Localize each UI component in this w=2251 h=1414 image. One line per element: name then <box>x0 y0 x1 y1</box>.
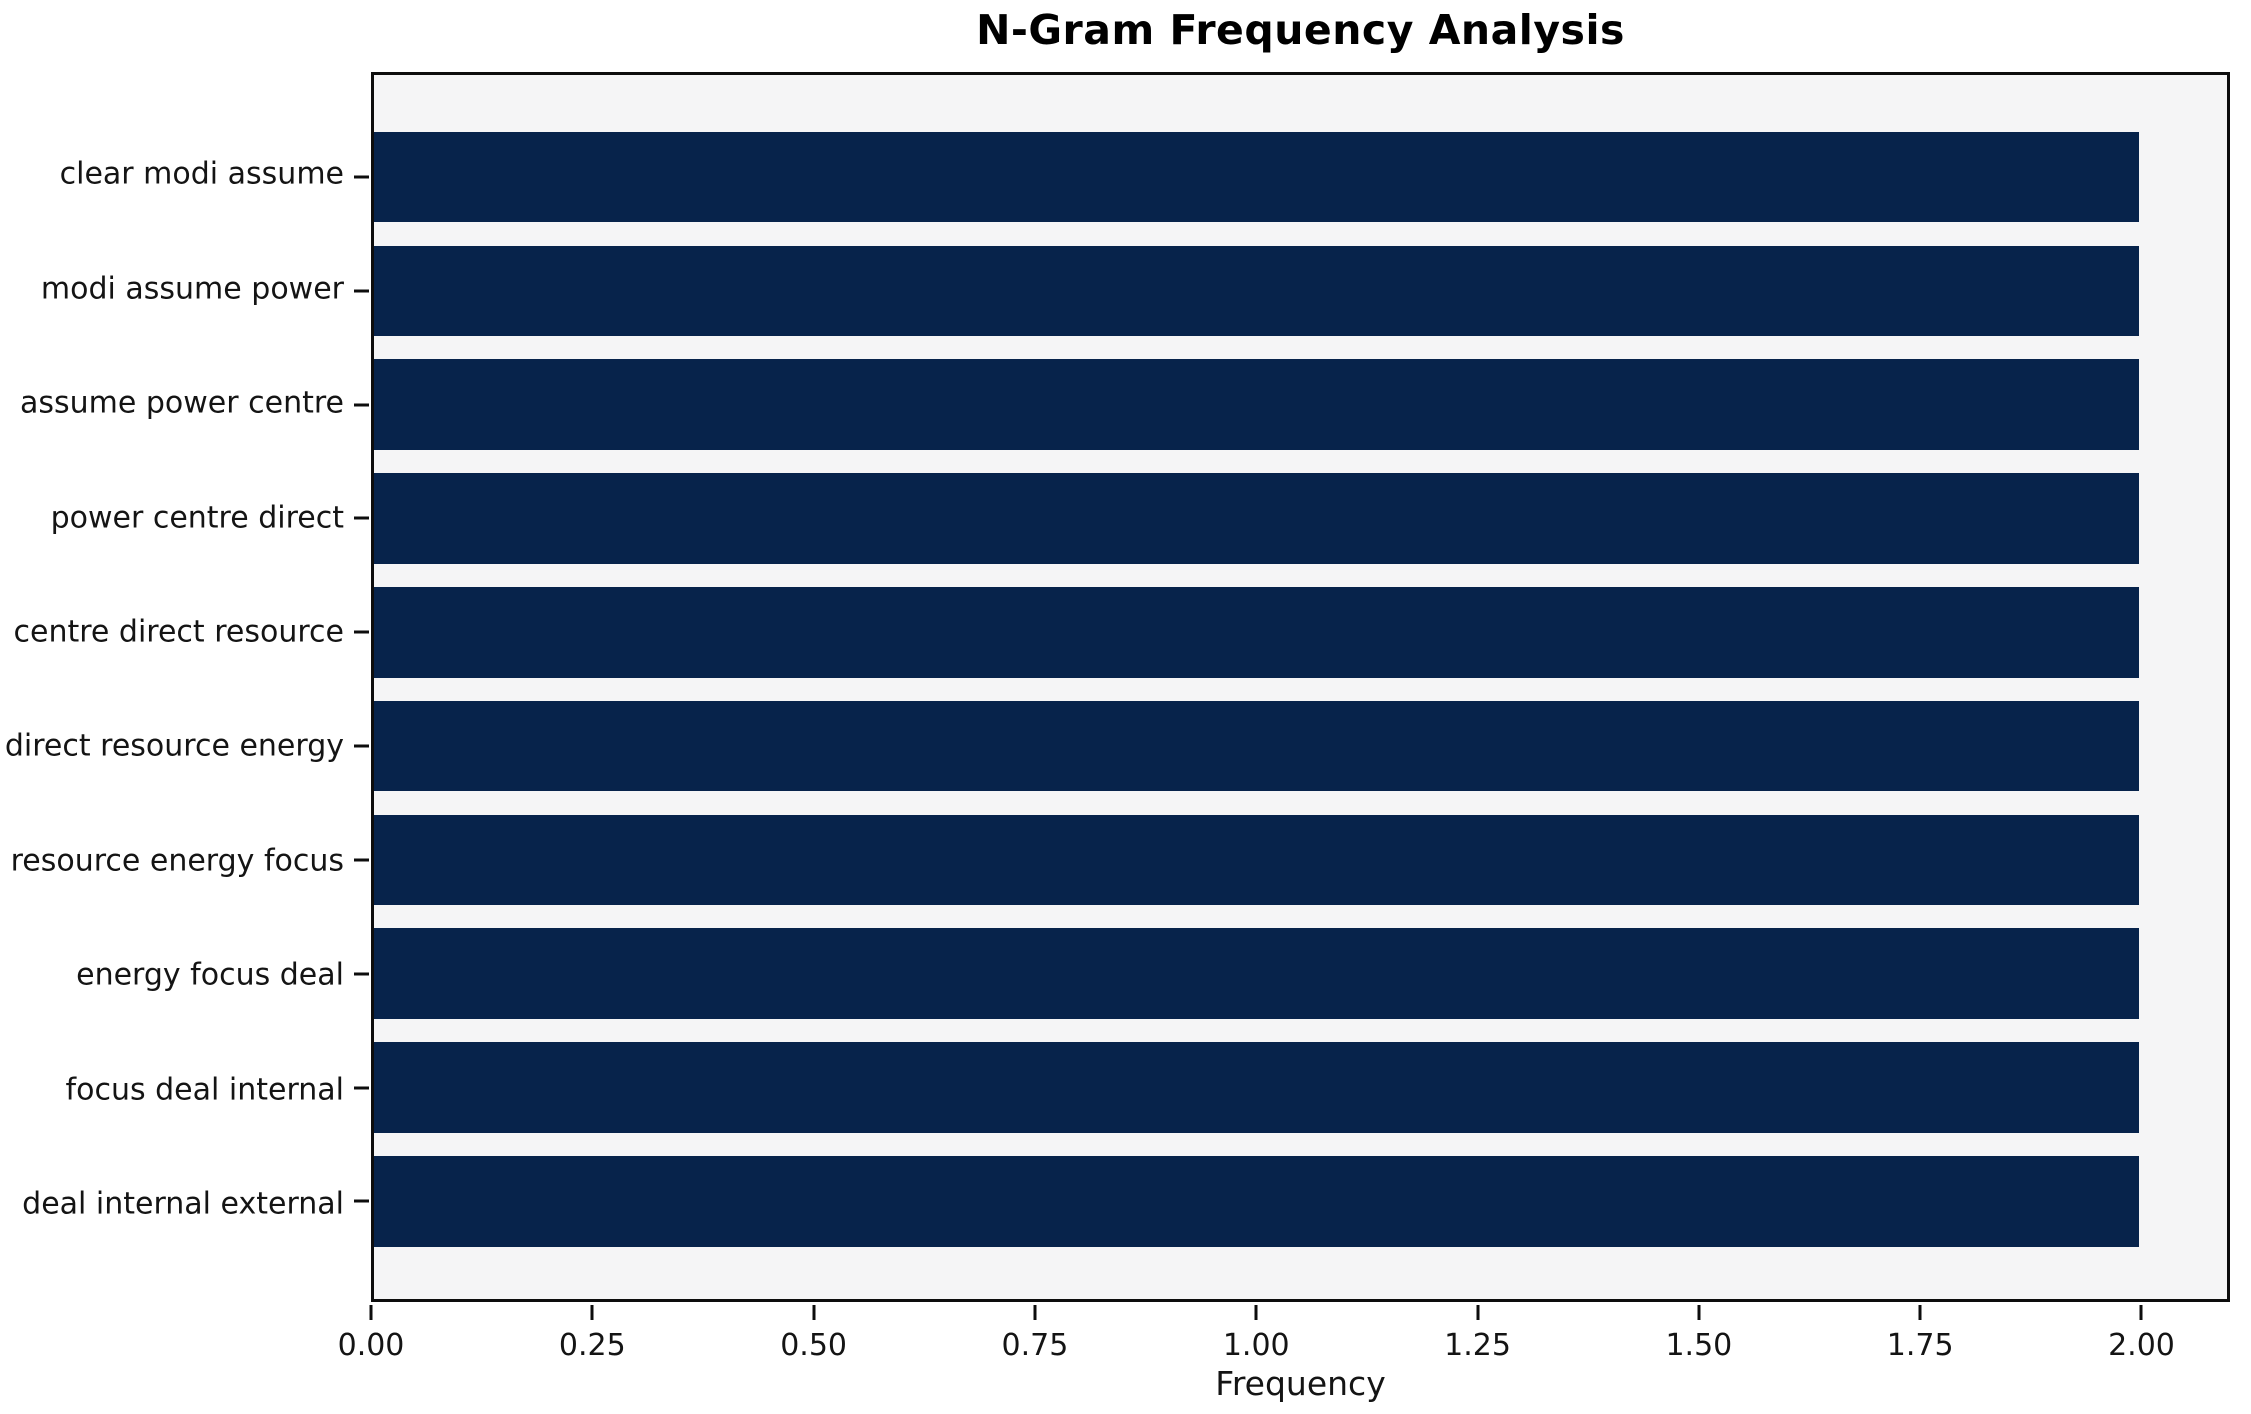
x-tick-label: 0.00 <box>337 1328 405 1363</box>
bar-resource-energy-focus <box>374 814 2139 906</box>
bar-centre-direct-resource <box>374 586 2139 678</box>
x-tick-label: 1.00 <box>1222 1328 1290 1363</box>
x-tick-label: 1.50 <box>1665 1328 1733 1363</box>
bar-direct-resource-energy <box>374 700 2139 792</box>
x-tick-label: 1.25 <box>1444 1328 1511 1363</box>
bar-power-centre-direct <box>374 473 2139 564</box>
x-tick-label: 2.00 <box>2108 1328 2175 1363</box>
bar-deal-internal-external <box>374 1156 2139 1247</box>
bar-assume-power-centre <box>374 359 2139 450</box>
x-tick-mark <box>812 1305 816 1320</box>
y-tick-label: deal internal external <box>22 1186 344 1222</box>
x-tick-mark <box>1254 1305 1258 1320</box>
y-tick-label: clear modi assume <box>59 156 344 192</box>
x-tick-mark <box>1697 1305 1701 1320</box>
y-tick-label: modi assume power <box>40 271 344 307</box>
x-tick-label: 0.50 <box>780 1328 848 1363</box>
y-tick-label: energy focus deal <box>76 957 344 993</box>
y-tick-mark <box>354 403 369 407</box>
bar-energy-focus-deal <box>374 928 2139 1020</box>
y-tick-mark <box>354 1086 369 1090</box>
x-tick-mark <box>1476 1305 1480 1320</box>
x-tick-label: 1.75 <box>1886 1328 1954 1363</box>
y-tick-mark <box>354 744 369 748</box>
bar-clear-modi-assume <box>374 131 2139 223</box>
y-tick-label: assume power centre <box>20 385 344 421</box>
x-tick-label: 0.75 <box>1001 1328 1069 1363</box>
y-tick-label: direct resource energy <box>4 728 344 764</box>
y-tick-mark <box>354 858 369 862</box>
x-axis-title: Frequency <box>1215 1364 1386 1403</box>
bar-focus-deal-internal <box>374 1042 2139 1133</box>
y-tick-label: focus deal internal <box>65 1072 344 1108</box>
y-tick-mark <box>354 1199 369 1203</box>
y-tick-mark <box>354 516 369 520</box>
y-tick-label: power centre direct <box>50 500 344 536</box>
x-tick-mark <box>590 1305 594 1320</box>
x-tick-mark <box>369 1305 373 1320</box>
x-tick-label: 0.25 <box>558 1328 626 1363</box>
x-tick-mark <box>2139 1305 2143 1320</box>
bar-modi-assume-power <box>374 245 2139 337</box>
y-tick-mark <box>354 289 369 293</box>
x-tick-mark <box>1033 1305 1037 1320</box>
y-axis-labels: clear modi assume modi assume power assume… <box>0 72 344 1302</box>
x-tick-mark <box>1918 1305 1922 1320</box>
plot-area <box>354 72 2230 1302</box>
y-tick-mark <box>354 630 369 634</box>
chart-title: N-Gram Frequency Analysis <box>976 6 1625 54</box>
y-tick-label: centre direct resource <box>13 614 344 650</box>
y-tick-label: resource energy focus <box>10 843 344 879</box>
x-axis-ticks: 0.00 0.25 0.50 0.75 1.00 1.25 1.50 1.75 2.00 <box>338 1302 2230 1368</box>
y-tick-mark <box>354 175 369 179</box>
y-tick-mark <box>354 972 369 976</box>
